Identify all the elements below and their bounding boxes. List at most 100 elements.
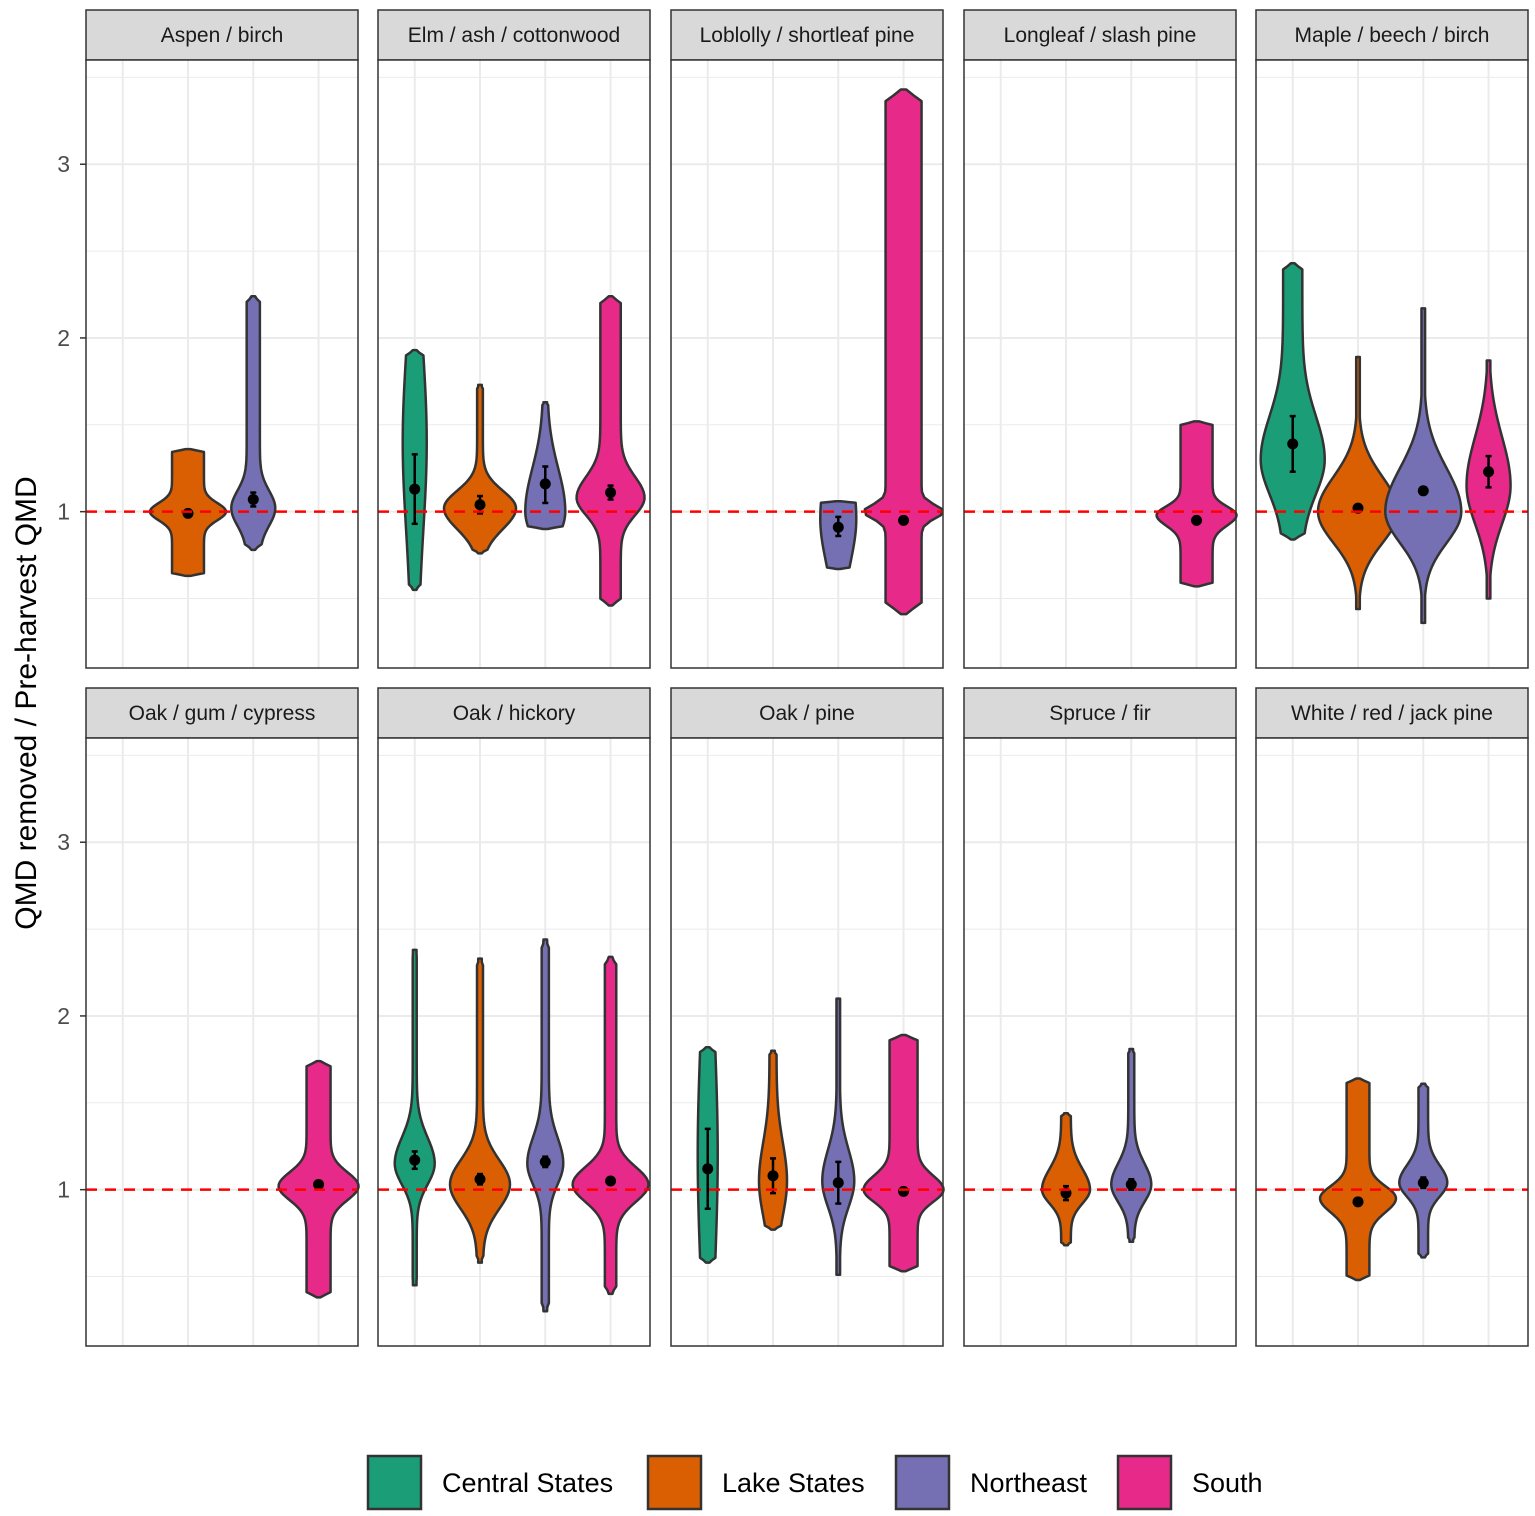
panel-strip: [670, 687, 944, 739]
panel-oak-pine: Oak / pine: [670, 687, 945, 1347]
violin-south: [575, 295, 646, 607]
legend-label: South: [1192, 1468, 1263, 1498]
panel-strip: [963, 687, 1237, 739]
legend-label: Central States: [442, 1468, 613, 1498]
violin-shape: [1384, 307, 1463, 625]
violin-northeast: [819, 499, 858, 571]
panel-title: Aspen / birch: [161, 24, 284, 47]
panel-border: [85, 737, 359, 1347]
panel-strip: [963, 9, 1237, 61]
mean-point: [474, 1173, 486, 1185]
violin-shape: [1110, 1047, 1153, 1244]
mean-point: [409, 1154, 421, 1166]
violin-central-states: [696, 1045, 719, 1264]
panel-maple-beech-birch: Maple / beech / birch: [1255, 9, 1529, 669]
panel-title: Spruce / fir: [1049, 702, 1151, 725]
panel-border: [670, 737, 944, 1347]
panel-title: Oak / pine: [759, 702, 855, 725]
mean-point: [898, 1185, 910, 1197]
violin-shape: [1259, 262, 1326, 541]
y-tick-label: 1: [57, 499, 70, 525]
panel-border: [377, 59, 651, 669]
mean-point: [605, 1175, 617, 1187]
violin-northeast: [1384, 307, 1463, 625]
legend-key-lake-states: [646, 1454, 703, 1511]
violin-shape: [1398, 1082, 1449, 1259]
legend-label: Northeast: [970, 1468, 1088, 1498]
panel-border: [963, 737, 1237, 1347]
violin-lake-states: [448, 957, 512, 1264]
y-tick-label: 3: [57, 829, 70, 855]
legend-label: Lake States: [722, 1468, 865, 1498]
mean-point: [182, 507, 194, 519]
mean-point: [605, 487, 617, 499]
violin-shape: [571, 955, 650, 1296]
mean-point: [539, 478, 551, 490]
panel-background: [1256, 738, 1528, 1346]
panel-border: [670, 59, 944, 669]
violin-south: [571, 955, 650, 1296]
violin-northeast: [1398, 1082, 1449, 1259]
violin-lake-states: [1318, 1077, 1398, 1282]
violin-shape: [393, 948, 436, 1287]
panel-strip: [670, 9, 944, 61]
y-tick-label: 1: [57, 1177, 70, 1203]
y-tick-label: 3: [57, 151, 70, 177]
y-axis-title: QMD removed / Pre-harvest QMD: [10, 476, 43, 929]
panel-border: [377, 737, 651, 1347]
violin-south: [1465, 359, 1512, 600]
panel-background: [964, 738, 1236, 1346]
mean-point: [1417, 485, 1429, 497]
panel-border: [1255, 59, 1529, 669]
violin-central-states: [401, 348, 428, 592]
mean-point: [832, 521, 844, 533]
panel-white-red-jack-pine: White / red / jack pine: [1255, 687, 1529, 1347]
violin-northeast: [821, 997, 856, 1277]
panel-loblolly-shortleaf-pine: Loblolly / shortleaf pine: [670, 9, 944, 669]
mean-point: [767, 1170, 779, 1182]
panel-title: Longleaf / slash pine: [1004, 24, 1197, 47]
panel-title: Elm / ash / cottonwood: [408, 24, 620, 47]
mean-point: [313, 1178, 325, 1190]
panel-oak-hickory: Oak / hickory: [377, 687, 651, 1347]
violin-shape: [821, 997, 856, 1277]
panel-strip: [85, 9, 359, 61]
violin-shape: [575, 295, 646, 607]
panel-strip: [377, 687, 651, 739]
panel-border: [963, 59, 1237, 669]
mean-point: [1125, 1178, 1137, 1190]
mean-point: [1483, 466, 1495, 478]
mean-point: [1417, 1177, 1429, 1189]
y-tick-label: 2: [57, 325, 70, 351]
violin-shape: [1318, 1077, 1398, 1282]
y-tick-label: 2: [57, 1003, 70, 1029]
legend-key-northeast: [894, 1454, 951, 1511]
mean-point: [409, 483, 421, 495]
violin-south: [277, 1059, 360, 1299]
violin-northeast: [524, 400, 567, 531]
panel-border: [85, 59, 359, 669]
violin-central-states: [393, 948, 436, 1287]
violin-south: [1155, 420, 1238, 588]
panel-elm-ash-cottonwood: Elm / ash / cottonwood: [377, 9, 651, 669]
panel-strip: [377, 9, 651, 61]
legend-key-south: [1116, 1454, 1173, 1511]
mean-point: [247, 493, 259, 505]
panel-title: Oak / hickory: [453, 702, 576, 725]
panel-title: Loblolly / shortleaf pine: [700, 24, 915, 47]
violin-south: [863, 88, 944, 616]
panel-title: Oak / gum / cypress: [129, 702, 316, 725]
panel-aspen-birch: Aspen / birch: [85, 9, 359, 669]
violin-shape: [757, 1049, 789, 1231]
panel-border: [1255, 737, 1529, 1347]
violin-northeast: [230, 295, 277, 552]
violin-shape: [1040, 1111, 1092, 1247]
mean-point: [1287, 438, 1299, 450]
mean-point: [832, 1177, 844, 1189]
panel-spruce-fir: Spruce / fir: [963, 687, 1237, 1347]
violin-central-states: [1259, 262, 1326, 541]
mean-point: [702, 1163, 714, 1175]
violin-lake-states: [757, 1049, 789, 1231]
